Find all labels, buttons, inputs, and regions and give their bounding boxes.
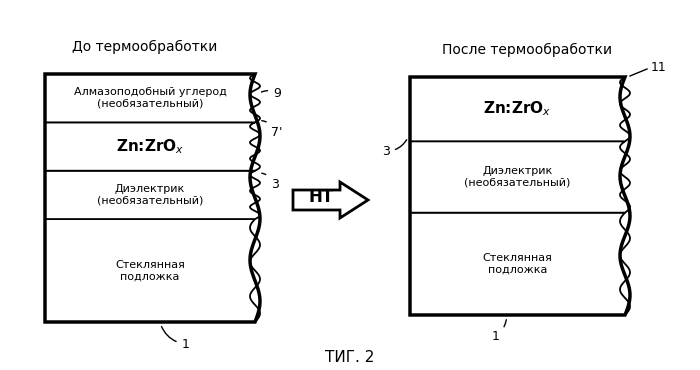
- Text: 1: 1: [162, 327, 190, 350]
- Text: Zn:ZrO$_x$: Zn:ZrO$_x$: [116, 137, 184, 156]
- Polygon shape: [410, 213, 630, 315]
- Text: После термообработки: После термообработки: [442, 43, 612, 57]
- Text: Диэлектрик
(необязательный): Диэлектрик (необязательный): [464, 166, 570, 188]
- Polygon shape: [45, 122, 260, 171]
- Text: 3: 3: [382, 140, 407, 158]
- Polygon shape: [410, 141, 630, 213]
- Text: Стеклянная
подложка: Стеклянная подложка: [115, 260, 185, 281]
- Polygon shape: [45, 219, 260, 322]
- Text: 1: 1: [492, 320, 506, 343]
- Text: Диэлектрик
(необязательный): Диэлектрик (необязательный): [97, 184, 203, 206]
- Text: ΤИГ. 2: ΤИГ. 2: [326, 350, 374, 366]
- Polygon shape: [410, 77, 630, 141]
- Text: НТ: НТ: [309, 188, 334, 206]
- Text: Стеклянная
подложка: Стеклянная подложка: [482, 253, 552, 275]
- Text: Zn:ZrO$_x$: Zn:ZrO$_x$: [484, 100, 552, 118]
- Text: 7': 7': [262, 121, 283, 139]
- Text: 9: 9: [262, 87, 281, 100]
- Text: 11: 11: [651, 61, 666, 74]
- Polygon shape: [45, 171, 260, 219]
- Text: Алмазоподобный углерод
(необязательный): Алмазоподобный углерод (необязательный): [74, 87, 226, 109]
- Text: 3: 3: [262, 173, 279, 191]
- Text: До термообработки: До термообработки: [72, 40, 218, 54]
- Polygon shape: [45, 74, 260, 122]
- FancyArrow shape: [293, 182, 368, 218]
